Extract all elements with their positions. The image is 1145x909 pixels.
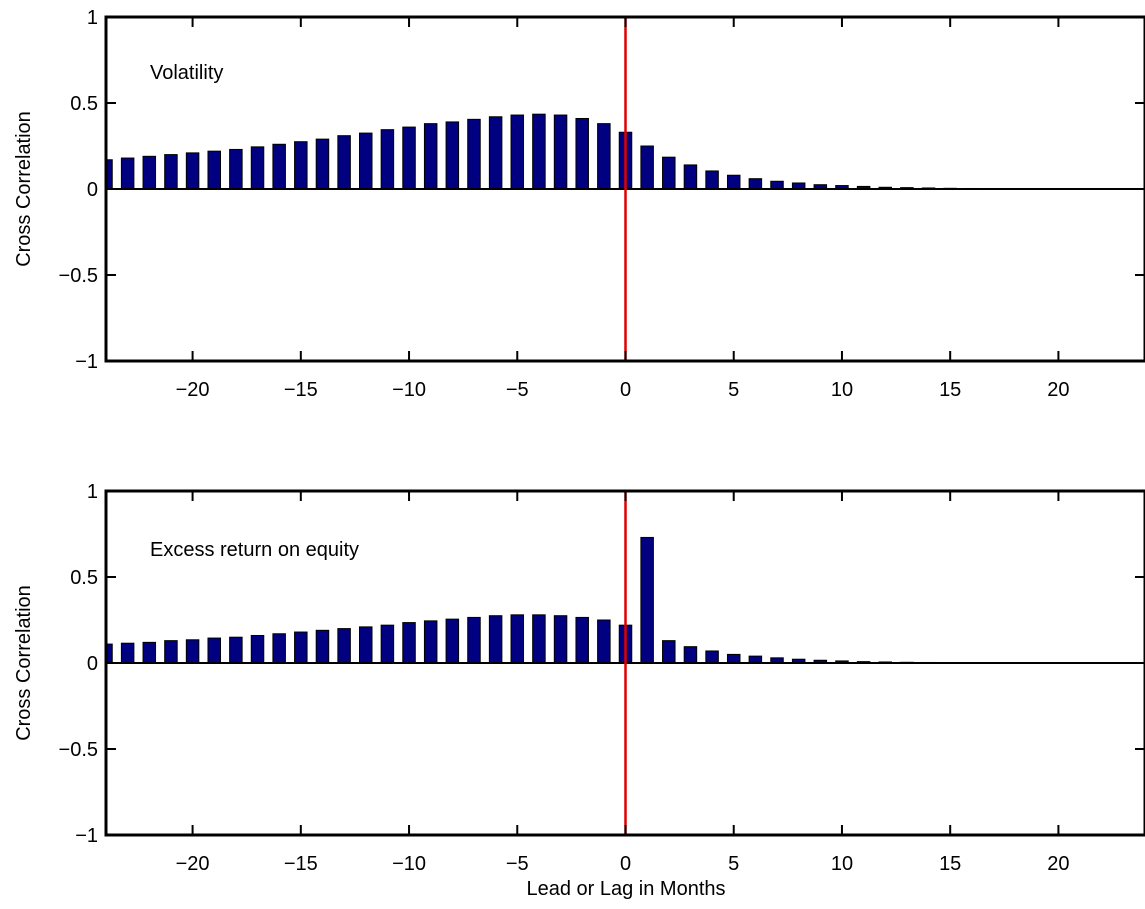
bar — [748, 178, 763, 190]
bar — [402, 126, 416, 190]
bar — [770, 180, 784, 190]
x-tick-label: 10 — [831, 853, 853, 875]
x-tick-label: 10 — [831, 379, 853, 401]
bar — [640, 536, 654, 664]
y-tick-label: −0.5 — [59, 265, 98, 287]
bar — [294, 141, 308, 190]
x-tick-label: −20 — [176, 853, 210, 875]
x-tick-label: −10 — [392, 853, 426, 875]
x-tick-label: −10 — [392, 379, 426, 401]
x-tick-label: 0 — [620, 379, 631, 401]
bar — [380, 624, 395, 664]
y-tick-label: 1 — [87, 481, 98, 503]
chart-panel-2: −20 −15 −10 −5 0 5 10 15 20 −1 −0.5 0 0.5 1 Cross Corr… — [13, 481, 1145, 900]
bar — [726, 653, 741, 664]
y-tick-label: −1 — [75, 351, 98, 373]
x-tick-label: −15 — [284, 853, 318, 875]
y-tick-label: −1 — [75, 825, 98, 847]
x-tick-label: −20 — [176, 379, 210, 401]
bar — [445, 618, 460, 664]
bar — [553, 615, 568, 664]
x-axis-label: Lead or Lag in Months — [526, 878, 725, 900]
y-tick-label: 0.5 — [70, 567, 98, 589]
y-tick-label: 0.5 — [70, 93, 98, 115]
bar — [748, 655, 763, 664]
bar — [662, 640, 676, 664]
bar — [337, 135, 351, 190]
bar — [532, 614, 546, 664]
bar — [164, 640, 178, 664]
bar — [553, 114, 568, 190]
bar — [272, 143, 286, 190]
bar — [445, 121, 460, 190]
bar — [229, 148, 243, 190]
bar — [359, 132, 373, 190]
x-tick-label: 20 — [1047, 853, 1069, 875]
bar — [705, 170, 719, 190]
y-axis-label: Cross Correlation — [13, 585, 35, 741]
bar — [315, 138, 330, 190]
bar — [207, 637, 221, 664]
x-tick-label: 15 — [939, 379, 961, 401]
bar — [294, 631, 308, 664]
bar — [272, 633, 286, 664]
bar — [164, 154, 178, 190]
bar — [120, 157, 135, 190]
bar — [423, 123, 438, 190]
x-tick-label: 15 — [939, 853, 961, 875]
bar — [142, 641, 157, 664]
bar — [510, 114, 525, 190]
series-annotation: Excess return on equity — [150, 539, 359, 561]
series-annotation: Volatility — [150, 62, 223, 84]
bar — [402, 622, 416, 664]
x-tick-label: −5 — [506, 379, 529, 401]
bar — [510, 614, 525, 664]
bar — [315, 629, 330, 664]
bar — [575, 117, 589, 190]
bar — [726, 174, 741, 190]
bar — [683, 164, 698, 190]
bar — [207, 150, 221, 190]
y-tick-label: 1 — [87, 7, 98, 29]
bar — [705, 650, 719, 664]
bar — [120, 642, 135, 664]
y-tick-label: 0 — [87, 653, 98, 675]
bar — [337, 628, 351, 664]
y-tick-label: 0 — [87, 179, 98, 201]
chart-panel-1: −20 −15 −10 −5 0 5 10 15 20 −1 −0.5 0 0.5 1 Cross Corr… — [13, 7, 1145, 401]
bar — [142, 155, 157, 190]
bar — [662, 156, 676, 190]
x-tick-label: −5 — [506, 853, 529, 875]
x-tick-label: 0 — [620, 853, 631, 875]
bar — [380, 129, 395, 190]
bar — [488, 116, 503, 190]
x-tick-label: 5 — [728, 853, 739, 875]
bar — [597, 619, 611, 664]
x-tick-label: 5 — [728, 379, 739, 401]
bar — [423, 620, 438, 664]
bar — [683, 646, 698, 664]
bar — [575, 616, 589, 664]
bar — [488, 615, 503, 664]
x-tick-label: 20 — [1047, 379, 1069, 401]
bar — [250, 146, 265, 190]
bar — [467, 616, 481, 664]
bar — [532, 113, 546, 190]
bar — [640, 145, 654, 190]
x-tick-label: −15 — [284, 379, 318, 401]
bar — [597, 123, 611, 190]
bar — [467, 118, 481, 190]
bar — [229, 636, 243, 664]
bar — [250, 634, 265, 664]
bar — [185, 639, 200, 664]
bar — [185, 152, 200, 190]
y-tick-label: −0.5 — [59, 739, 98, 761]
y-axis-label: Cross Correlation — [13, 111, 35, 267]
bar — [359, 626, 373, 664]
